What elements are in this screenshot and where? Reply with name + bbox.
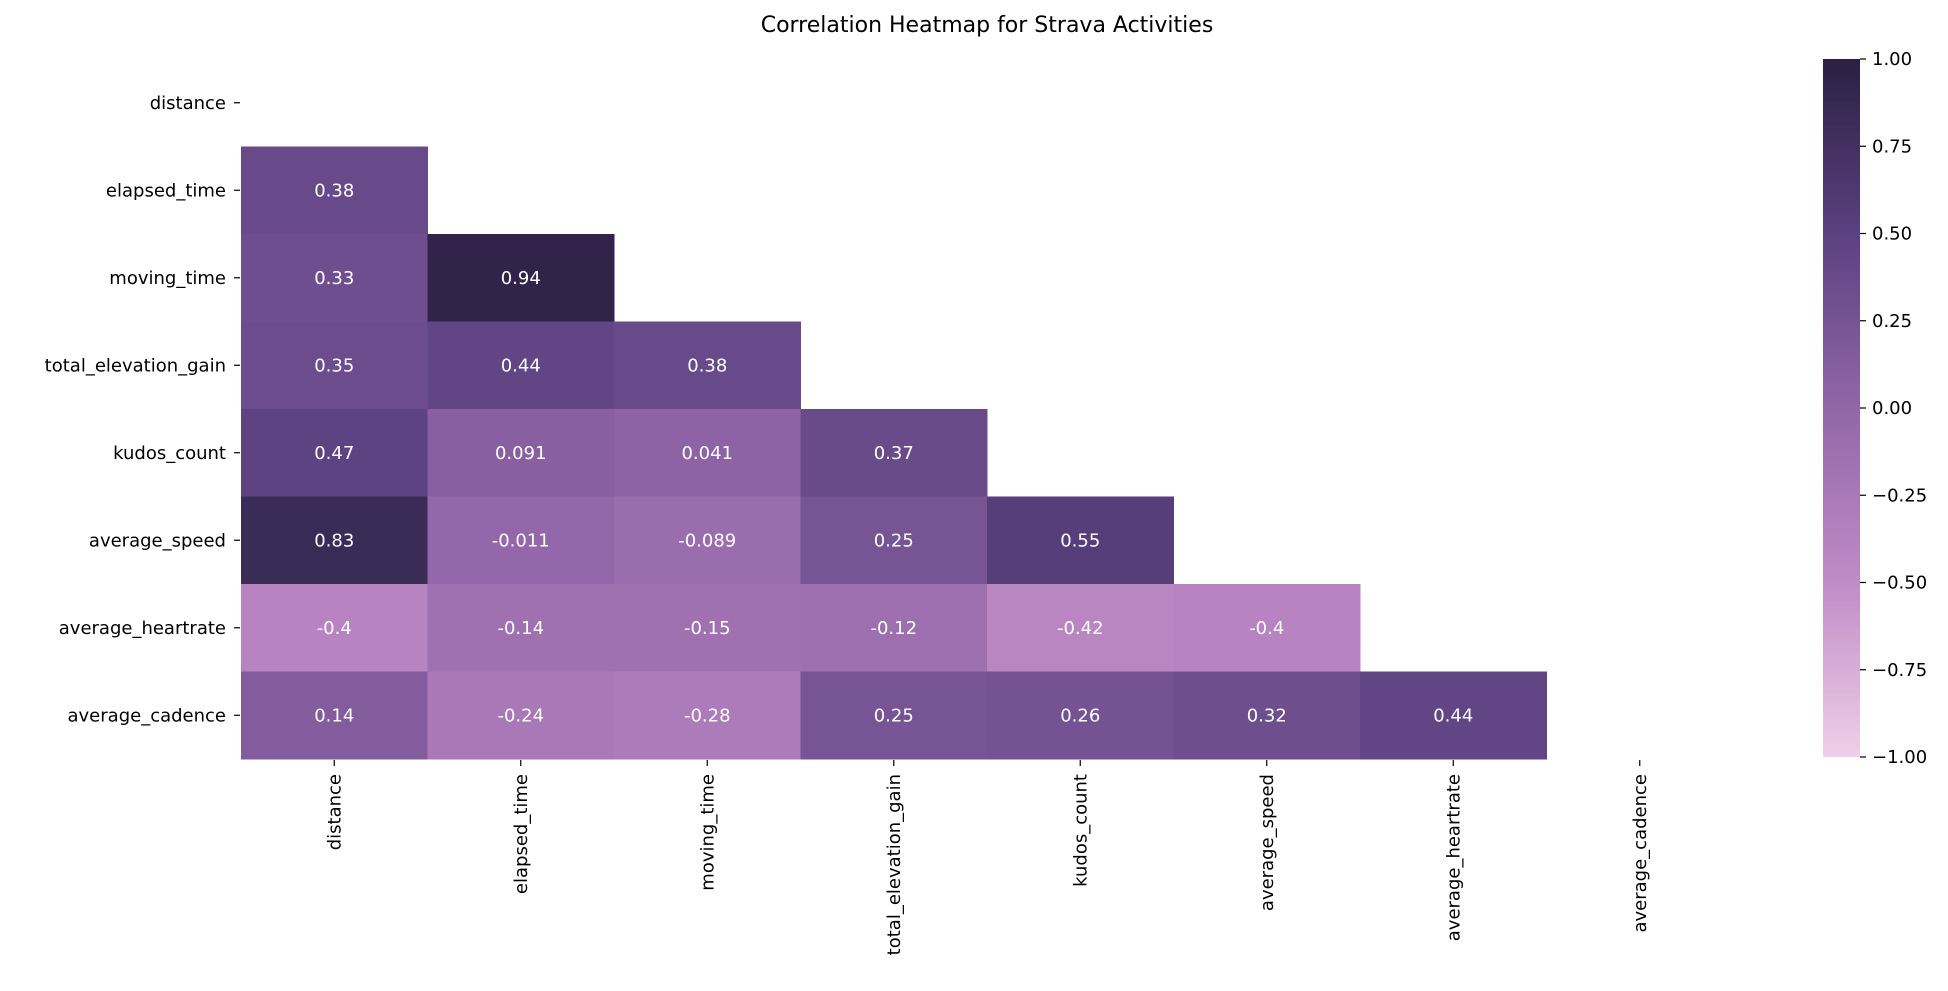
cell-value-label: 0.44 bbox=[501, 355, 541, 376]
cell-value-label: -0.14 bbox=[497, 618, 544, 639]
heatmap-cell bbox=[241, 584, 428, 672]
cell-value-label: -0.28 bbox=[684, 705, 731, 726]
cell-value-label: 0.83 bbox=[314, 530, 354, 551]
heatmap-cell bbox=[800, 496, 988, 585]
cell-value-label: 0.25 bbox=[874, 705, 914, 726]
x-tick-label: total_elevation_gain bbox=[884, 774, 905, 955]
x-tick-label: moving_time bbox=[697, 774, 718, 891]
cell-value-label: 0.37 bbox=[874, 443, 914, 464]
colorbar-tick-label: 0.50 bbox=[1872, 224, 1912, 245]
x-tick-label: elapsed_time bbox=[511, 774, 532, 894]
chart-title: Correlation Heatmap for Strava Activitie… bbox=[761, 13, 1214, 38]
x-tick-label: kudos_count bbox=[1070, 774, 1091, 887]
cell-value-label: 0.041 bbox=[681, 443, 733, 464]
cell-value-label: 0.26 bbox=[1060, 705, 1100, 726]
y-tick-label: average_speed bbox=[89, 530, 226, 551]
heatmap-cell bbox=[241, 234, 428, 322]
cell-value-label: 0.38 bbox=[314, 180, 354, 201]
heatmap-cell bbox=[1173, 671, 1361, 760]
cell-value-label: -0.4 bbox=[1249, 618, 1284, 639]
colorbar: 1.00 0.75 0.50 0.25 0.00 −0.25 −0.50 −0.75 −1.00 bbox=[1823, 49, 1927, 768]
heatmap-cell bbox=[1173, 584, 1361, 672]
heatmap-cell bbox=[1360, 671, 1547, 760]
cell-value-label: 0.94 bbox=[501, 268, 541, 289]
heatmap-cell bbox=[614, 496, 801, 585]
cell-value-label: -0.15 bbox=[684, 618, 731, 639]
cell-value-label: 0.47 bbox=[314, 443, 354, 464]
colorbar-tick-label: 0.00 bbox=[1872, 398, 1912, 419]
cell-value-label: -0.089 bbox=[678, 530, 736, 551]
y-tick-label: average_heartrate bbox=[59, 618, 226, 639]
y-tick-label: average_cadence bbox=[68, 705, 227, 726]
cell-value-label: 0.33 bbox=[314, 268, 354, 289]
heatmap-cell bbox=[427, 584, 615, 672]
x-tick-label: distance bbox=[324, 774, 345, 850]
heatmap-cell bbox=[614, 584, 801, 672]
heatmap-cell bbox=[987, 671, 1174, 760]
colorbar-tick-label: −0.50 bbox=[1872, 573, 1927, 594]
heatmap-cell bbox=[614, 409, 801, 497]
heatmap-cell bbox=[241, 321, 428, 410]
heatmap-cell bbox=[427, 409, 615, 497]
cell-value-label: -0.24 bbox=[497, 705, 544, 726]
x-tick-label: average_speed bbox=[1257, 774, 1278, 911]
cell-value-label: -0.12 bbox=[870, 618, 917, 639]
cell-value-label: 0.38 bbox=[687, 355, 727, 376]
cell-value-label: 0.35 bbox=[314, 355, 354, 376]
colorbar-tick-label: 0.75 bbox=[1872, 136, 1912, 157]
y-tick-label: total_elevation_gain bbox=[45, 355, 226, 376]
colorbar-tick-label: −0.75 bbox=[1872, 660, 1927, 681]
heatmap-cell bbox=[987, 584, 1174, 672]
heatmap-cell bbox=[987, 496, 1174, 585]
colorbar-tick-label: −0.25 bbox=[1872, 485, 1927, 506]
heatmap-cell bbox=[241, 146, 428, 235]
heatmap-cell bbox=[241, 496, 428, 585]
heatmap-cell bbox=[800, 584, 988, 672]
heatmap-cell bbox=[241, 409, 428, 497]
colorbar-gradient bbox=[1823, 59, 1860, 757]
heatmap-cell bbox=[427, 496, 615, 585]
cell-value-label: -0.42 bbox=[1057, 618, 1104, 639]
colorbar-tick-label: −1.00 bbox=[1872, 747, 1927, 768]
heatmap-cell bbox=[427, 234, 615, 322]
cell-value-label: 0.14 bbox=[314, 705, 354, 726]
y-tick-label: elapsed_time bbox=[106, 180, 226, 201]
cell-value-label: 0.25 bbox=[874, 530, 914, 551]
colorbar-tick-label: 1.00 bbox=[1872, 49, 1912, 70]
cell-value-label: 0.091 bbox=[495, 443, 547, 464]
x-axis-ticks: distance elapsed_time moving_time total_ele… bbox=[324, 760, 1651, 955]
heatmap-cell bbox=[614, 321, 801, 410]
heatmap-cell bbox=[800, 409, 988, 497]
cell-value-label: 0.55 bbox=[1060, 530, 1100, 551]
heatmap-cell bbox=[427, 321, 615, 410]
colorbar-tick-label: 0.25 bbox=[1872, 311, 1912, 332]
cell-value-label: 0.44 bbox=[1433, 705, 1473, 726]
y-axis-ticks: distance elapsed_time moving_time total_ele… bbox=[45, 93, 240, 726]
heatmap-cell bbox=[614, 671, 801, 760]
y-tick-label: kudos_count bbox=[113, 443, 226, 464]
heatmap-cell bbox=[800, 671, 988, 760]
cell-value-label: -0.4 bbox=[317, 618, 352, 639]
cell-value-label: 0.32 bbox=[1247, 705, 1287, 726]
heatmap-cell bbox=[241, 671, 428, 760]
cell-value-label: -0.011 bbox=[492, 530, 550, 551]
y-tick-label: moving_time bbox=[109, 268, 226, 289]
x-tick-label: average_cadence bbox=[1630, 774, 1651, 933]
y-tick-label: distance bbox=[150, 93, 226, 114]
heatmap-cells: 0.38 0.33 0.94 0.35 0.44 0.38 0.47 0.091 0.041 0.… bbox=[241, 146, 1547, 760]
heatmap-cell bbox=[427, 671, 615, 760]
x-tick-label: average_heartrate bbox=[1443, 774, 1464, 941]
